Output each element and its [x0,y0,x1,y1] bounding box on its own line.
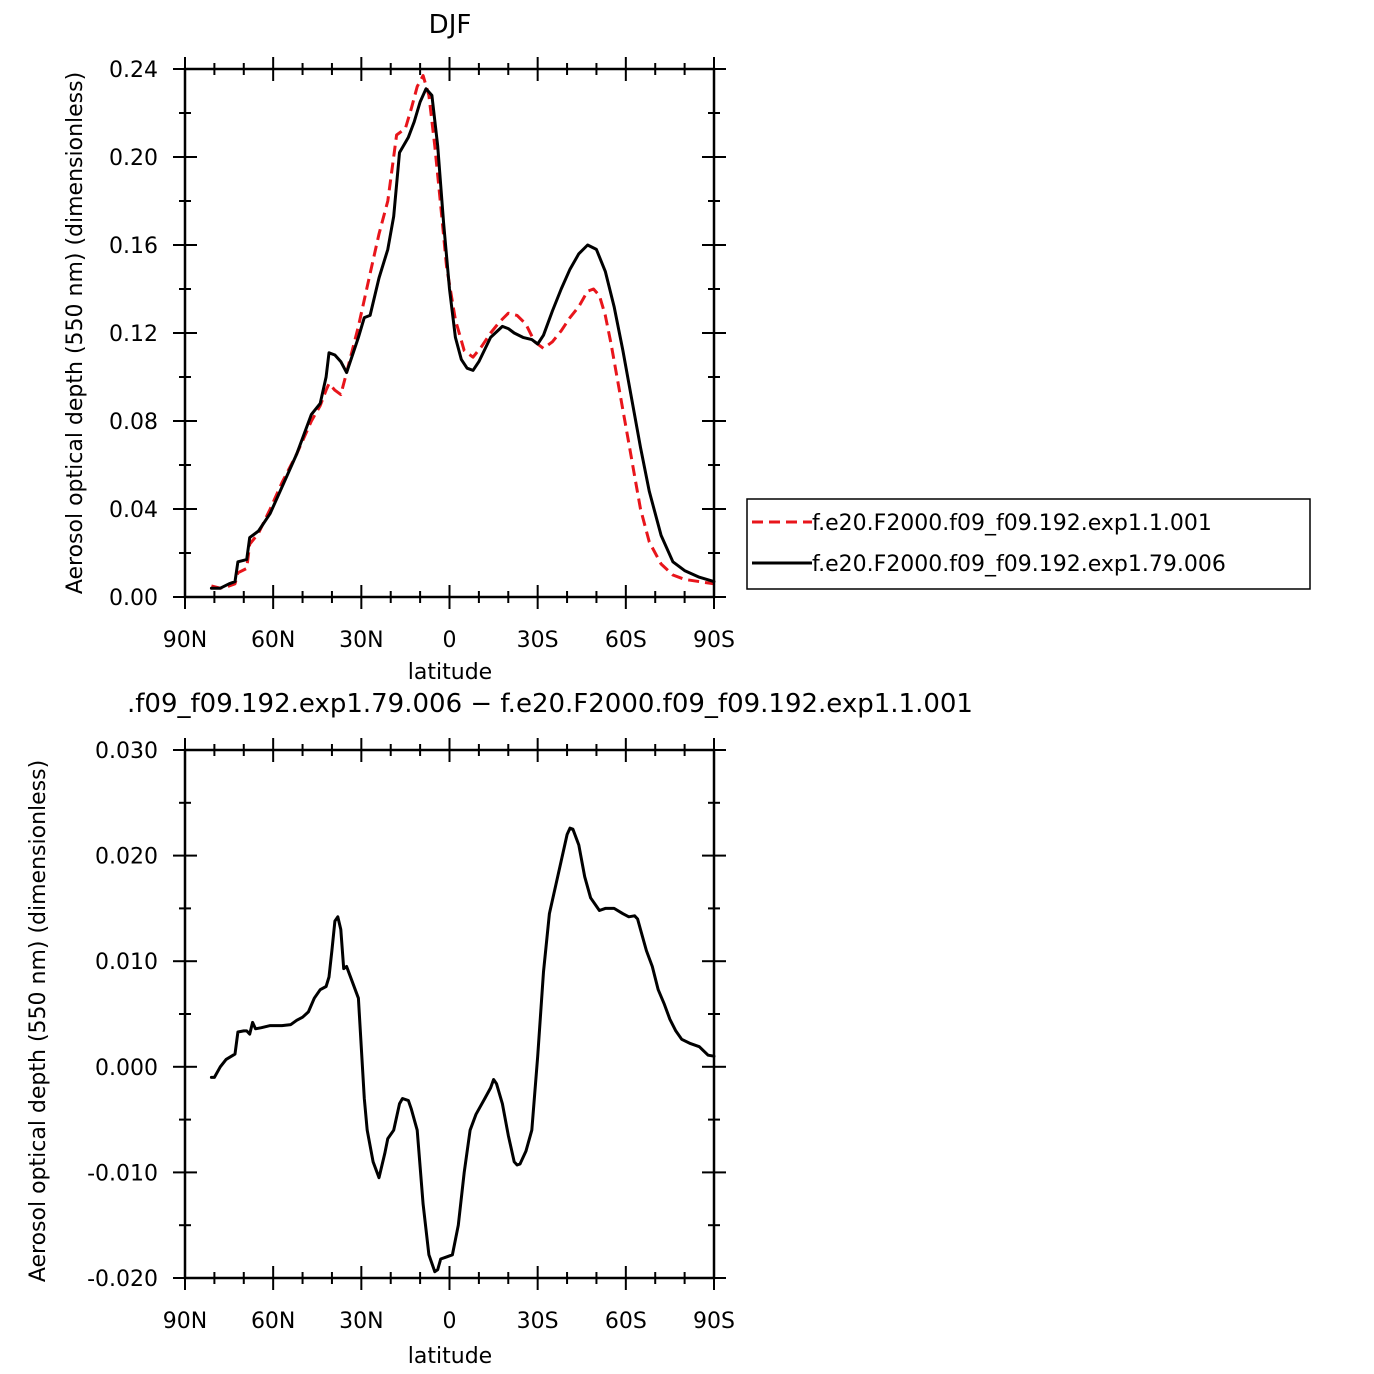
djf-y-tick-label: 0.00 [109,586,158,611]
djf-y-axis-title: Aerosol optical depth (550 nm) (dimensio… [63,72,88,594]
djf-x-tick-label: 90N [163,628,207,653]
djf-y-tick-label: 0.12 [109,322,158,347]
legend: f.e20.F2000.f09_f09.192.exp1.1.001 f.e20… [746,498,1311,590]
difference-series-line-0 [209,826,716,1274]
djf-y-tick-label: 0.04 [109,498,158,523]
difference-x-tick-labels: 90N 60N 30N 0 30S 60S 90S [163,1309,735,1334]
djf-series [209,74,716,590]
djf-x-tick-label: 30S [517,628,559,653]
difference-x-axis-title: latitude [408,1344,492,1369]
difference-y-tick-label: 0.020 [95,845,158,870]
difference-y-tick-label: -0.010 [87,1161,158,1186]
djf-ticks [173,57,726,609]
djf-x-tick-label: 0 [443,628,457,653]
difference-x-tick-label: 60S [605,1309,647,1334]
difference-y-tick-label: 0.000 [95,1056,158,1081]
legend-label-exp1-79-006: f.e20.F2000.f09_f09.192.exp1.79.006 [812,552,1226,577]
difference-x-tick-label: 0 [443,1309,457,1334]
djf-x-tick-label: 90S [693,628,735,653]
djf-y-tick-label: 0.24 [109,58,158,83]
difference-y-tick-labels: -0.020 -0.010 0.000 0.010 0.020 0.030 [87,739,158,1292]
difference-x-tick-label: 60N [251,1309,295,1334]
djf-x-tick-labels: 90N 60N 30N 0 30S 60S 90S [163,628,735,653]
djf-x-tick-label: 30N [339,628,383,653]
difference-plot-frame [183,748,716,1280]
djf-title: DJF [429,10,472,40]
difference-x-tick-label: 90S [693,1309,735,1334]
djf-y-tick-label: 0.16 [109,234,158,259]
djf-x-axis-title: latitude [408,660,492,685]
difference-x-tick-label: 90N [163,1309,207,1334]
djf-series-line-0 [211,74,715,590]
difference-y-tick-label: -0.020 [87,1267,158,1292]
djf-plot-frame [183,67,716,599]
difference-series [209,826,716,1274]
legend-label-exp1-1-001: f.e20.F2000.f09_f09.192.exp1.1.001 [812,511,1212,536]
djf-y-tick-label: 0.20 [109,146,158,171]
djf-series-line-1 [209,87,716,590]
difference-x-tick-label: 30N [339,1309,383,1334]
difference-x-tick-label: 30S [517,1309,559,1334]
djf-panel: DJF 90N 60N 30N 0 30S 60S 90S 0.00 0.04 0.08 0.12… [63,10,1311,685]
djf-x-tick-label: 60N [251,628,295,653]
djf-x-tick-label: 60S [605,628,647,653]
difference-title: .f09_f09.192.exp1.79.006 − f.e20.F2000.f… [127,689,973,719]
legend-box [746,498,1311,590]
difference-y-axis-title: Aerosol optical depth (550 nm) (dimensio… [26,760,51,1282]
difference-panel: .f09_f09.192.exp1.79.006 − f.e20.F2000.f… [26,689,973,1369]
djf-y-tick-label: 0.08 [109,410,158,435]
difference-y-tick-label: 0.010 [95,950,158,975]
difference-ticks [173,738,726,1290]
difference-y-tick-label: 0.030 [95,739,158,764]
djf-y-tick-labels: 0.00 0.04 0.08 0.12 0.16 0.20 0.24 [109,58,158,611]
